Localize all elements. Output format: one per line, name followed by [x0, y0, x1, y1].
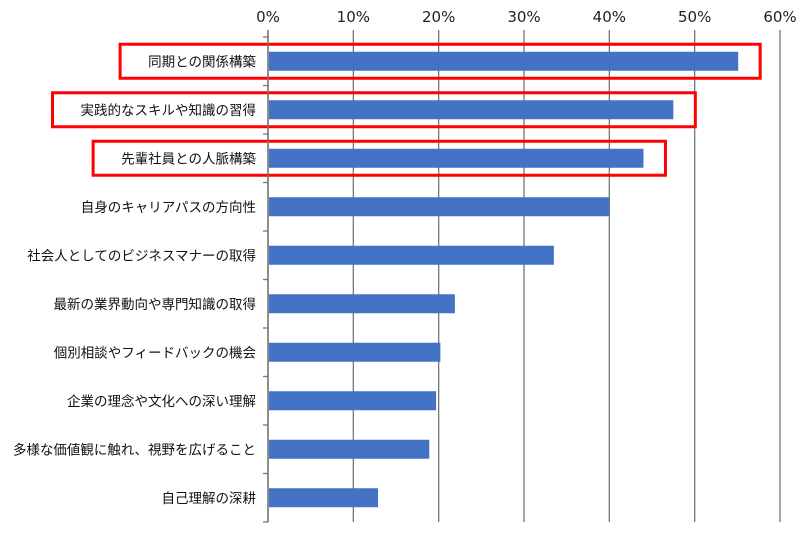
category-label: 自身のキャリアパスの方向性 [81, 200, 256, 216]
bar [269, 148, 644, 168]
bar [269, 342, 441, 362]
bar [269, 51, 739, 71]
x-tick-label: 60% [763, 8, 796, 26]
bar [269, 488, 379, 508]
category-label: 多様な価値観に触れ、視野を広げること [13, 441, 256, 458]
highlight-box [91, 139, 667, 177]
category-label: 個別相談やフィードバックの機会 [54, 345, 256, 361]
highlight-box [51, 91, 697, 129]
x-tick-label: 50% [678, 8, 711, 26]
category-label: 最新の業界動向や専門知識の取得 [54, 296, 257, 313]
category-label: 企業の理念や文化への深い理解 [67, 393, 256, 410]
category-label: 先輩社員との人脈構築 [121, 151, 256, 167]
category-label: 社会人としてのビジネスマナーの取得 [27, 247, 256, 264]
bar [269, 391, 437, 411]
bar [269, 197, 610, 217]
bar [269, 100, 674, 120]
bar [269, 294, 455, 314]
x-tick-label: 30% [507, 8, 540, 26]
category-label: 同期との関係構築 [148, 54, 256, 70]
highlight-box [118, 42, 762, 80]
x-tick-label: 40% [593, 8, 626, 26]
category-label: 実践的なスキルや知識の習得 [81, 102, 257, 119]
bar [269, 439, 430, 459]
category-label: 自己理解の深耕 [162, 490, 257, 507]
x-tick-label: 20% [422, 8, 455, 26]
x-tick-label: 0% [256, 8, 280, 26]
bar [269, 245, 554, 265]
x-tick-label: 10% [337, 8, 370, 26]
